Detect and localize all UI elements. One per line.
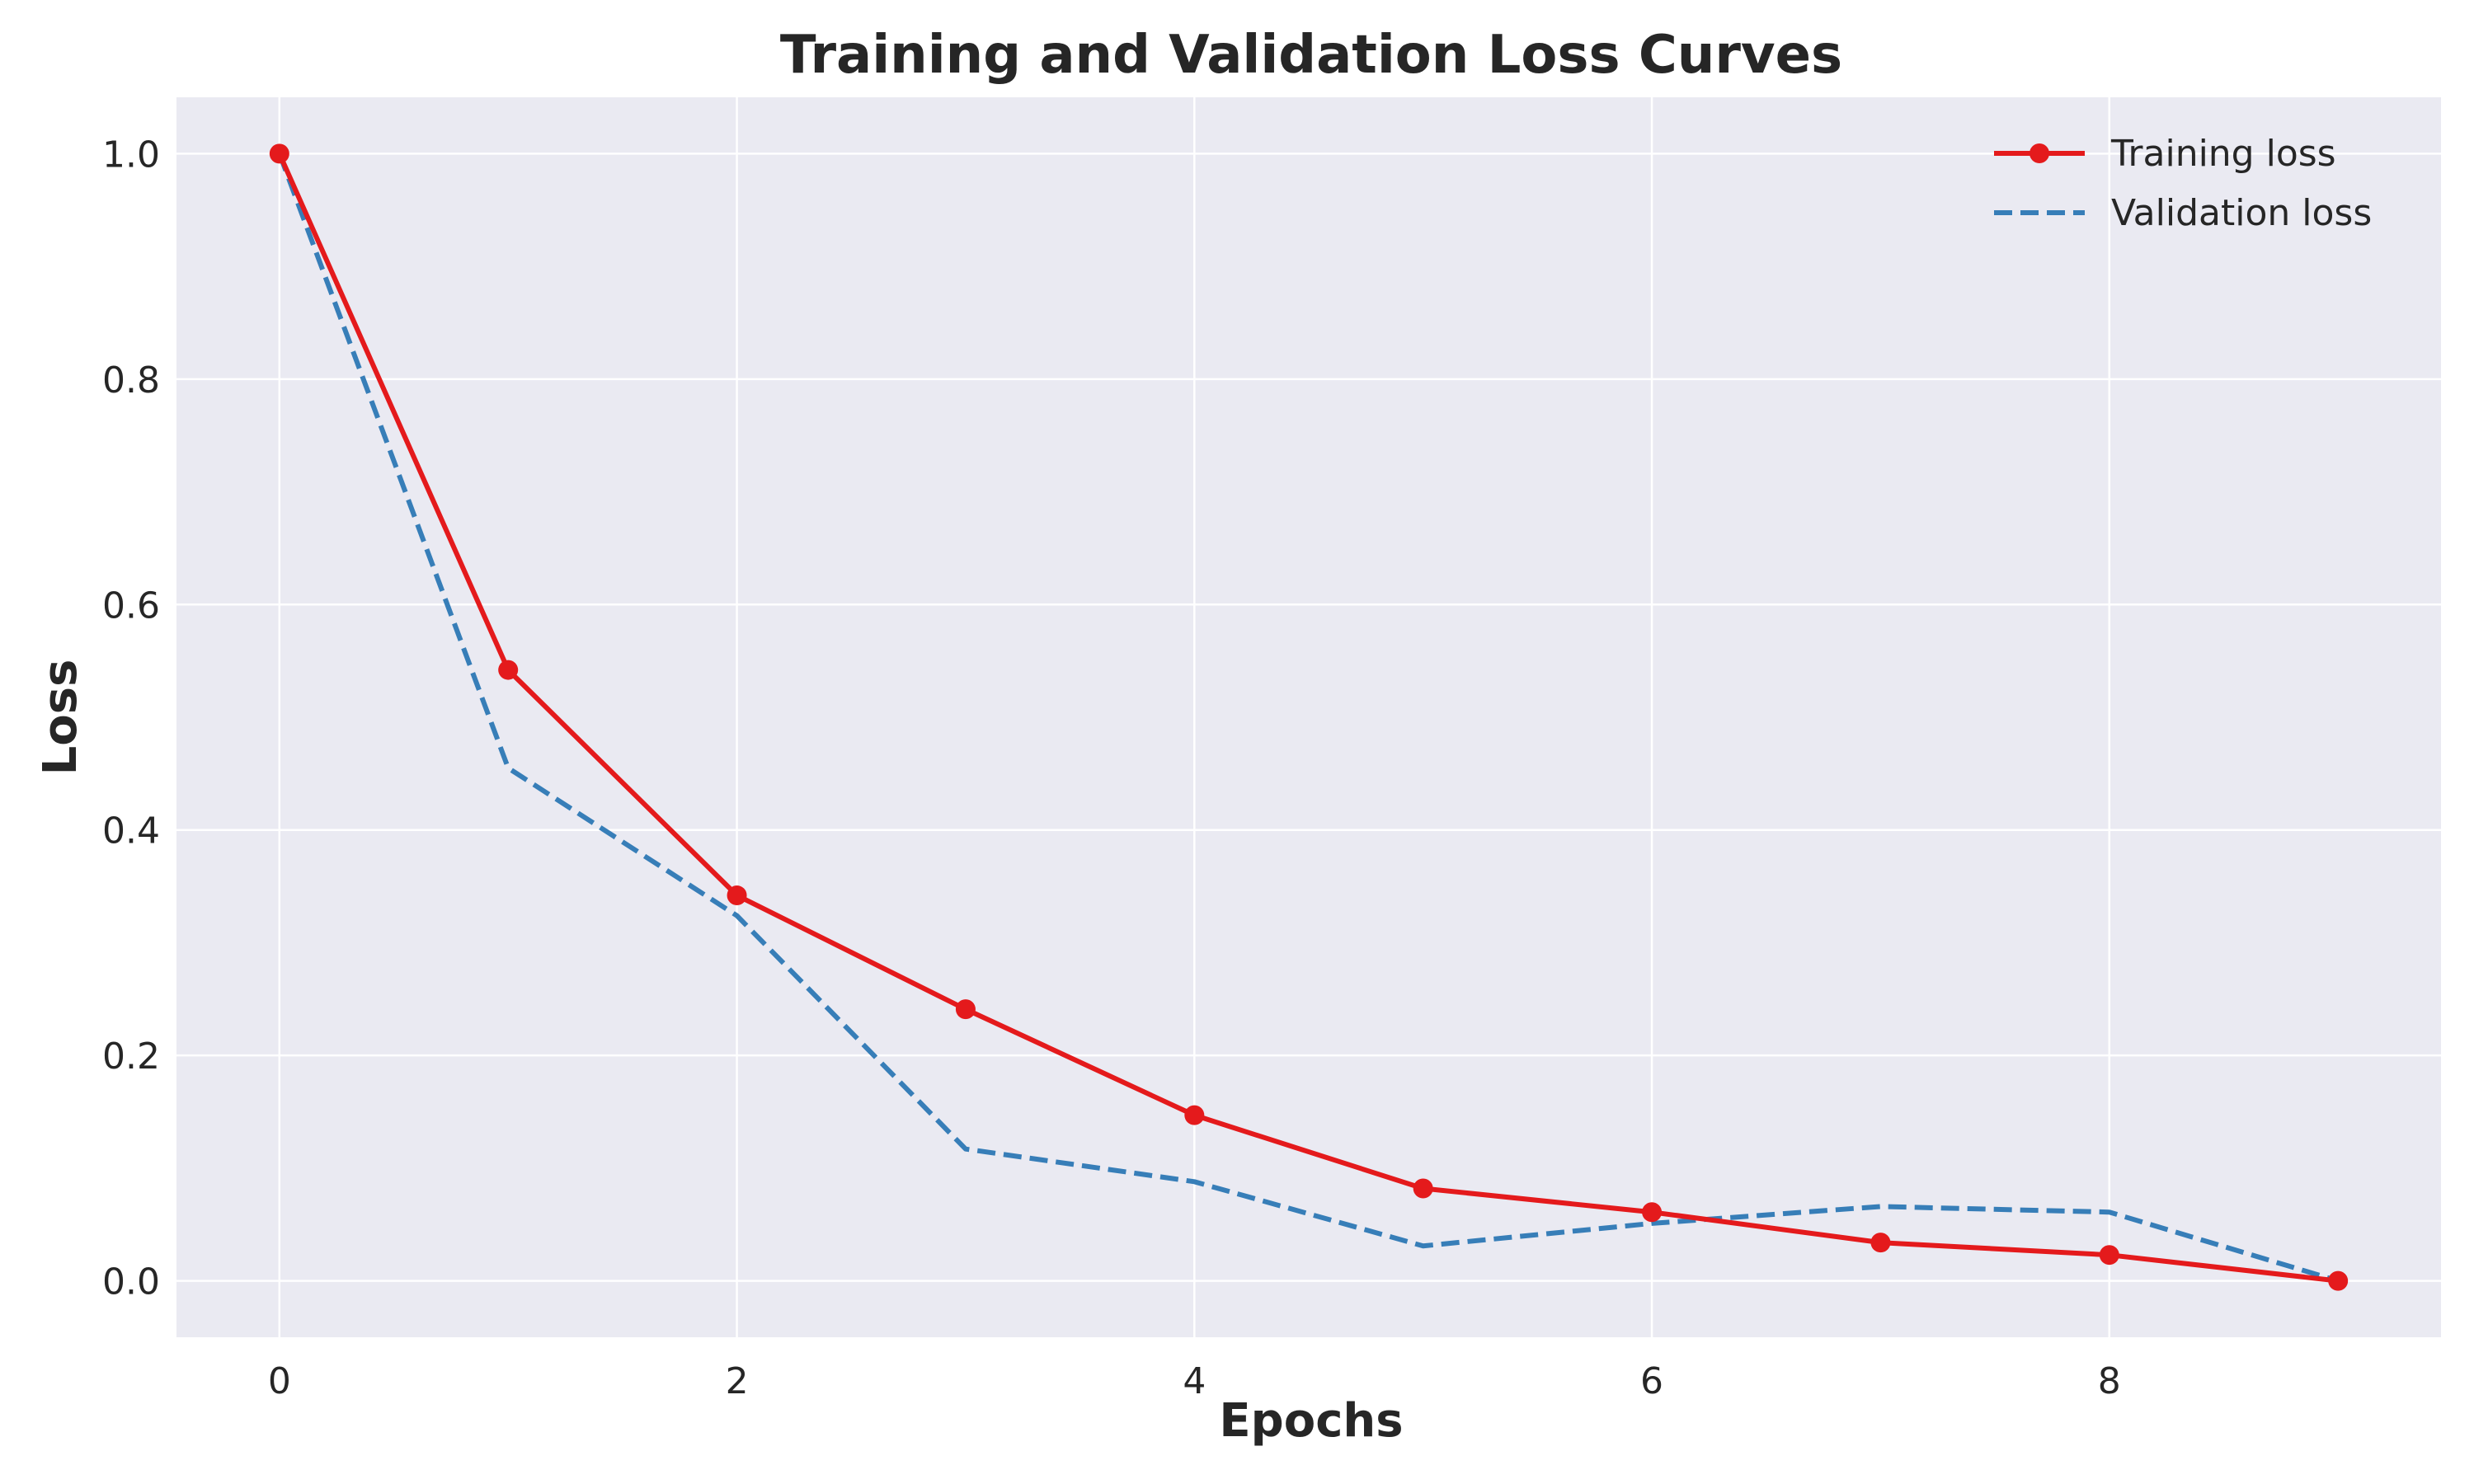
series-layer (269, 143, 2349, 1291)
data-point-training (269, 143, 289, 164)
data-point-training (955, 999, 976, 1020)
y-tick-label: 0.4 (102, 810, 160, 852)
data-point-training (498, 660, 519, 680)
x-axis-label: Epochs (1219, 1394, 1403, 1448)
legend-label-validation: Validation loss (2111, 192, 2372, 234)
data-point-training (2099, 1245, 2119, 1266)
legend-item-training: Training loss (1994, 133, 2336, 175)
legend-label-training: Training loss (2110, 133, 2336, 175)
legend: Training loss Validation loss (1994, 133, 2372, 234)
x-tick-label: 6 (1640, 1360, 1663, 1402)
data-point-training (1413, 1178, 1433, 1199)
x-tick-label: 8 (2098, 1360, 2121, 1402)
y-tick-label: 1.0 (102, 134, 160, 176)
legend-marker-training (2030, 143, 2049, 163)
tick-labels: 0 2 4 6 8 0.0 0.2 0.4 0.6 0.8 1.0 (102, 134, 2121, 1402)
x-tick-label: 0 (268, 1360, 291, 1402)
series-line-training (277, 153, 2339, 1284)
data-point-training (1870, 1233, 1891, 1253)
data-point-training (2328, 1270, 2349, 1291)
y-tick-label: 0.6 (102, 585, 160, 627)
chart-title: Training and Validation Loss Curves (780, 25, 1842, 86)
data-point-training (1642, 1202, 1663, 1223)
data-point-training (1184, 1105, 1205, 1125)
y-tick-label: 0.0 (102, 1261, 160, 1303)
y-tick-label: 0.2 (102, 1036, 160, 1078)
series-line-validation (277, 153, 2340, 1284)
y-axis-label: Loss (34, 660, 87, 776)
y-tick-label: 0.8 (102, 359, 160, 402)
data-point-training (727, 885, 747, 906)
grid-lines (176, 97, 2441, 1337)
x-tick-label: 4 (1183, 1360, 1206, 1402)
x-tick-label: 2 (726, 1360, 749, 1402)
legend-item-validation: Validation loss (1994, 192, 2372, 234)
